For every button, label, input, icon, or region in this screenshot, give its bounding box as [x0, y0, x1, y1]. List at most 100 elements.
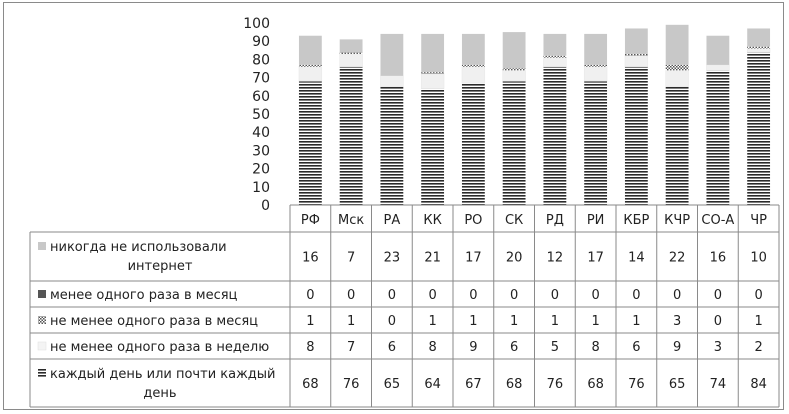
bar-segment — [584, 33, 608, 65]
table-cell-value: 0 — [591, 288, 599, 303]
table-cell-value: 1 — [632, 314, 640, 329]
table-cell-value: 0 — [510, 288, 518, 303]
table-cell-value: 3 — [673, 314, 681, 329]
bar-segment — [502, 32, 526, 69]
category-label: СО-А — [701, 213, 734, 228]
table-cell-value: 0 — [469, 288, 477, 303]
y-tick-label: 60 — [252, 89, 270, 105]
y-tick-label: 10 — [252, 180, 270, 196]
table-cell-value: 64 — [424, 377, 441, 392]
table-cell-value: 1 — [306, 314, 314, 329]
table-cell-value: 7 — [347, 251, 355, 266]
bar-segment — [747, 46, 771, 49]
category-label: РА — [384, 213, 401, 228]
bar-segment — [665, 86, 689, 205]
legend-label: не менее одного раза в месяц — [50, 314, 258, 329]
table-cell-value: 17 — [465, 251, 482, 266]
chart-frame: 0 10 20 30 40 50 60 70 80 90 100 РФ Мск РА КК РО СК РД РИ… — [3, 2, 784, 410]
table-cell-value: 9 — [469, 340, 477, 355]
category-label: КК — [423, 213, 441, 228]
bar-segment — [543, 33, 567, 56]
legend-label: не менее одного раза в неделю — [50, 340, 269, 355]
table-cell-value: 6 — [388, 340, 396, 355]
table-cell-value: 0 — [673, 288, 681, 303]
bar-segment — [380, 86, 404, 205]
table-cell-value: 76 — [628, 377, 645, 392]
bar-segment — [339, 39, 363, 53]
table-cell-value: 8 — [428, 340, 436, 355]
legend-swatch — [38, 316, 46, 324]
bar-segment — [584, 81, 608, 205]
table-cell-value: 5 — [551, 340, 559, 355]
bar-segment — [420, 73, 445, 89]
category-label: РД — [546, 213, 564, 228]
table-cell-value: 67 — [465, 377, 482, 392]
category-label: КБР — [623, 213, 649, 228]
y-tick-label: 70 — [252, 71, 270, 87]
bar-segment — [339, 53, 363, 67]
bar-segment — [543, 55, 567, 58]
table-cell-value: 1 — [591, 314, 599, 329]
table-cell-value: 1 — [510, 314, 518, 329]
bar-segment — [624, 55, 649, 67]
bar-segment — [624, 53, 648, 56]
table-cell-value: 0 — [632, 288, 640, 303]
bar-segment — [583, 66, 608, 82]
table-cell-value: 68 — [587, 377, 604, 392]
table-cell-value: 0 — [347, 288, 355, 303]
bar-segment — [339, 52, 363, 54]
bar-segment — [624, 66, 648, 206]
category-label: Мск — [338, 213, 364, 228]
bar-segment — [747, 52, 771, 206]
table-cell-value: 0 — [388, 314, 396, 329]
bar-segment — [421, 72, 445, 74]
bar-segment — [665, 24, 689, 65]
table-cell-value: 0 — [388, 288, 396, 303]
table-cell-value: 10 — [750, 251, 767, 266]
data-table: РФ Мск РА КК РО СК РД РИ КБР КЧР СО-А ЧР никогда не … — [29, 204, 780, 408]
table-cell-value: 8 — [306, 340, 314, 355]
legend-swatch — [38, 369, 46, 377]
bar-segment — [421, 88, 445, 205]
table-cell-value: 84 — [750, 377, 767, 392]
bar-segment — [339, 66, 363, 206]
bar-segment — [461, 64, 485, 67]
legend-swatch — [38, 290, 46, 298]
table-cell-value: 20 — [506, 251, 523, 266]
bar-segment — [298, 64, 322, 67]
bar-segment — [461, 33, 485, 65]
legend-label: день — [143, 386, 176, 401]
category-label: ЧР — [750, 213, 767, 228]
table-cell-value: 68 — [506, 377, 523, 392]
bar-segment — [665, 64, 689, 71]
category-label: РФ — [301, 213, 320, 228]
table-cell-value: 65 — [669, 377, 686, 392]
table-cell-value: 2 — [754, 340, 762, 355]
table-cell-value: 0 — [551, 288, 559, 303]
table-cell-value: 0 — [306, 288, 314, 303]
table-cell-value: 0 — [754, 288, 762, 303]
bar-segment — [624, 28, 648, 54]
legend-label: интернет — [128, 259, 193, 274]
table-cell-value: 14 — [628, 251, 645, 266]
bar-segment — [706, 64, 730, 71]
bar-segment — [706, 70, 730, 205]
y-tick-label: 100 — [243, 16, 270, 32]
bar-segment — [298, 66, 323, 82]
table-cell-value: 1 — [469, 314, 477, 329]
table-cell-value: 3 — [714, 340, 722, 355]
bar-segment — [746, 48, 771, 53]
table-cell-value: 76 — [547, 377, 564, 392]
table-cell-value: 0 — [428, 288, 436, 303]
table-cell-value: 1 — [754, 314, 762, 329]
table-cell-value: 1 — [347, 314, 355, 329]
legend-label: менее одного раза в месяц — [50, 288, 238, 303]
table-cell-value: 21 — [424, 251, 441, 266]
bar-segment — [665, 70, 689, 87]
table-cell-value: 17 — [587, 251, 604, 266]
bar-segment — [380, 75, 404, 87]
table-cell-value: 68 — [302, 377, 319, 392]
y-tick-label: 20 — [252, 162, 270, 178]
y-tick-label: 50 — [252, 107, 270, 123]
